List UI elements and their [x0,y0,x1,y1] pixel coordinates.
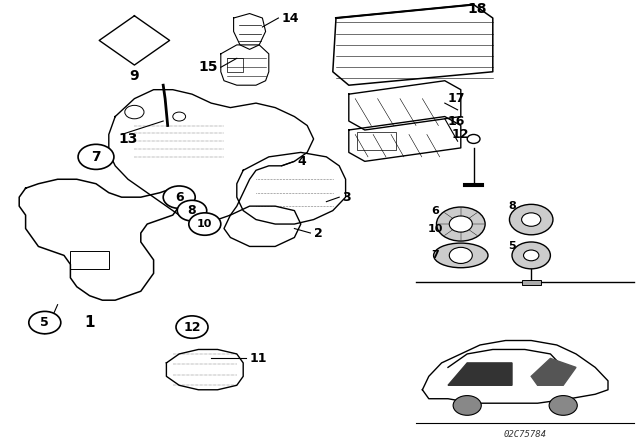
Text: 11: 11 [250,352,267,365]
Circle shape [163,186,195,208]
Circle shape [125,105,144,119]
Text: 12: 12 [183,321,201,334]
Circle shape [522,213,541,226]
Text: 13: 13 [118,132,138,146]
Polygon shape [448,363,512,385]
Circle shape [449,216,472,232]
Circle shape [453,396,481,415]
Bar [227,58,243,72]
Text: 17: 17 [448,92,465,105]
Text: 7: 7 [431,250,439,260]
Circle shape [549,396,577,415]
Text: 8: 8 [188,204,196,217]
Text: 10: 10 [428,224,443,233]
Circle shape [449,247,472,263]
Text: 02C75784: 02C75784 [503,430,547,439]
Circle shape [436,207,485,241]
Text: 16: 16 [448,115,465,128]
Text: 4: 4 [298,155,307,168]
Text: 15: 15 [198,60,218,74]
Text: 5: 5 [508,241,516,251]
Text: 1: 1 [84,315,95,330]
Bar [522,280,541,285]
Circle shape [173,112,186,121]
Bar [70,251,109,269]
Circle shape [512,242,550,269]
Text: 3: 3 [342,191,351,204]
Circle shape [29,311,61,334]
Text: 6: 6 [431,206,439,215]
Text: 14: 14 [282,12,299,25]
Text: 7: 7 [91,150,101,164]
Ellipse shape [434,243,488,268]
Text: 8: 8 [508,201,516,211]
Text: 9: 9 [129,69,140,83]
Circle shape [189,213,221,235]
Circle shape [509,204,553,235]
Polygon shape [531,358,576,385]
Text: 5: 5 [40,316,49,329]
Text: 10: 10 [197,219,212,229]
Circle shape [176,316,208,338]
Text: 2: 2 [314,227,323,240]
Circle shape [177,200,207,221]
Circle shape [524,250,539,261]
Bar [357,132,396,150]
Text: 18: 18 [467,2,486,16]
Circle shape [467,134,480,143]
Circle shape [78,144,114,169]
Text: 6: 6 [175,191,184,204]
Text: 12: 12 [452,128,470,141]
